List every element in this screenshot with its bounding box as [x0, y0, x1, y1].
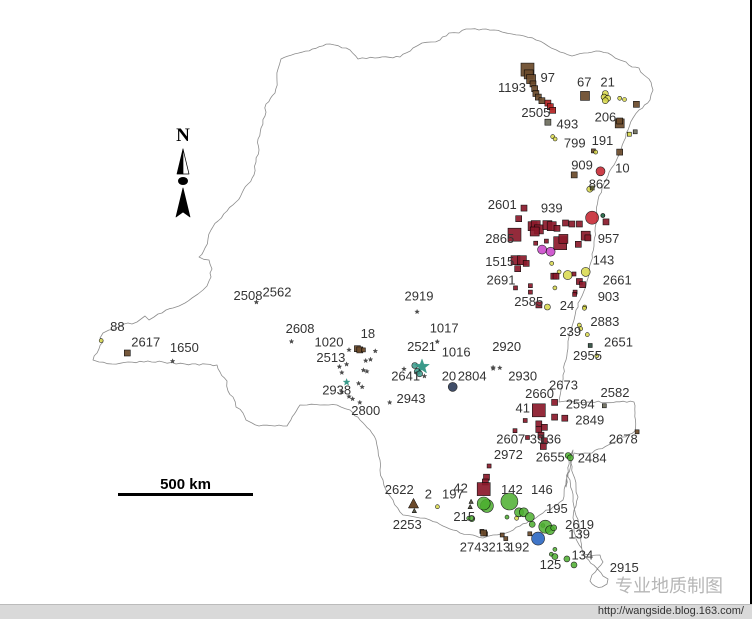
- svg-text:125: 125: [540, 557, 562, 572]
- svg-text:957: 957: [598, 231, 620, 246]
- svg-text:2641: 2641: [391, 368, 420, 383]
- svg-text:136: 136: [539, 431, 561, 446]
- svg-text:2691: 2691: [487, 273, 516, 288]
- svg-text:206: 206: [595, 109, 617, 124]
- svg-text:909: 909: [571, 158, 593, 173]
- svg-text:2601: 2601: [488, 197, 517, 212]
- svg-text:2562: 2562: [263, 284, 292, 299]
- svg-text:239: 239: [559, 324, 581, 339]
- svg-text:134: 134: [572, 547, 594, 562]
- svg-text:143: 143: [593, 253, 615, 268]
- svg-text:2484: 2484: [578, 451, 607, 466]
- svg-text:2508: 2508: [234, 288, 263, 303]
- svg-text:N: N: [176, 125, 190, 146]
- svg-text:10: 10: [615, 161, 629, 176]
- svg-text:2582: 2582: [601, 385, 630, 400]
- svg-text:2883: 2883: [590, 314, 619, 329]
- svg-text:2972: 2972: [494, 447, 523, 462]
- svg-text:191: 191: [592, 133, 614, 148]
- svg-text:2513: 2513: [316, 350, 345, 365]
- svg-text:2919: 2919: [405, 289, 434, 304]
- svg-text:21: 21: [600, 74, 614, 89]
- svg-text:197: 197: [442, 487, 464, 502]
- svg-text:2585: 2585: [514, 294, 543, 309]
- svg-text:1515: 1515: [485, 254, 514, 269]
- svg-text:20: 20: [442, 368, 456, 383]
- svg-text:24: 24: [560, 298, 574, 313]
- svg-text:97: 97: [541, 70, 555, 85]
- svg-text:195: 195: [546, 501, 568, 516]
- svg-text:493: 493: [557, 117, 579, 132]
- svg-text:2661: 2661: [603, 273, 632, 288]
- svg-text:2865: 2865: [485, 231, 514, 246]
- svg-text:88: 88: [110, 319, 124, 334]
- svg-text:192: 192: [508, 539, 530, 554]
- svg-text:799: 799: [564, 136, 586, 151]
- svg-text:2804: 2804: [458, 368, 487, 383]
- svg-text:2651: 2651: [604, 335, 633, 350]
- svg-text:2622: 2622: [385, 482, 414, 497]
- svg-text:2678: 2678: [609, 431, 638, 446]
- svg-text:2955: 2955: [573, 348, 602, 363]
- svg-text:2617: 2617: [131, 334, 160, 349]
- svg-text:2943: 2943: [397, 391, 426, 406]
- svg-text:2: 2: [425, 487, 432, 502]
- svg-text:939: 939: [541, 201, 563, 216]
- svg-text:18: 18: [361, 326, 375, 341]
- svg-text:2253: 2253: [393, 517, 422, 532]
- svg-text:2930: 2930: [508, 368, 537, 383]
- svg-text:2849: 2849: [575, 412, 604, 427]
- svg-text:2920: 2920: [492, 339, 521, 354]
- svg-text:2607: 2607: [496, 431, 525, 446]
- svg-text:142: 142: [501, 482, 523, 497]
- svg-text:2673: 2673: [549, 378, 578, 393]
- svg-text:2938: 2938: [322, 383, 351, 398]
- svg-text:41: 41: [516, 400, 530, 415]
- svg-text:1193: 1193: [498, 80, 526, 95]
- svg-text:1020: 1020: [315, 334, 344, 349]
- svg-text:67: 67: [577, 74, 591, 89]
- svg-text:862: 862: [589, 177, 611, 192]
- svg-text:903: 903: [598, 289, 620, 304]
- svg-text:2608: 2608: [286, 321, 315, 336]
- svg-text:2743: 2743: [460, 539, 489, 554]
- svg-text:2655: 2655: [536, 449, 565, 464]
- svg-text:2521: 2521: [407, 339, 436, 354]
- svg-text:1016: 1016: [442, 345, 471, 360]
- svg-text:2505: 2505: [521, 105, 550, 120]
- svg-text:1650: 1650: [170, 340, 199, 355]
- svg-text:139: 139: [568, 527, 590, 542]
- svg-text:2800: 2800: [351, 403, 380, 418]
- svg-text:2594: 2594: [566, 397, 595, 412]
- svg-text:215: 215: [453, 509, 475, 524]
- svg-text:146: 146: [531, 482, 553, 497]
- svg-text:1017: 1017: [430, 321, 459, 336]
